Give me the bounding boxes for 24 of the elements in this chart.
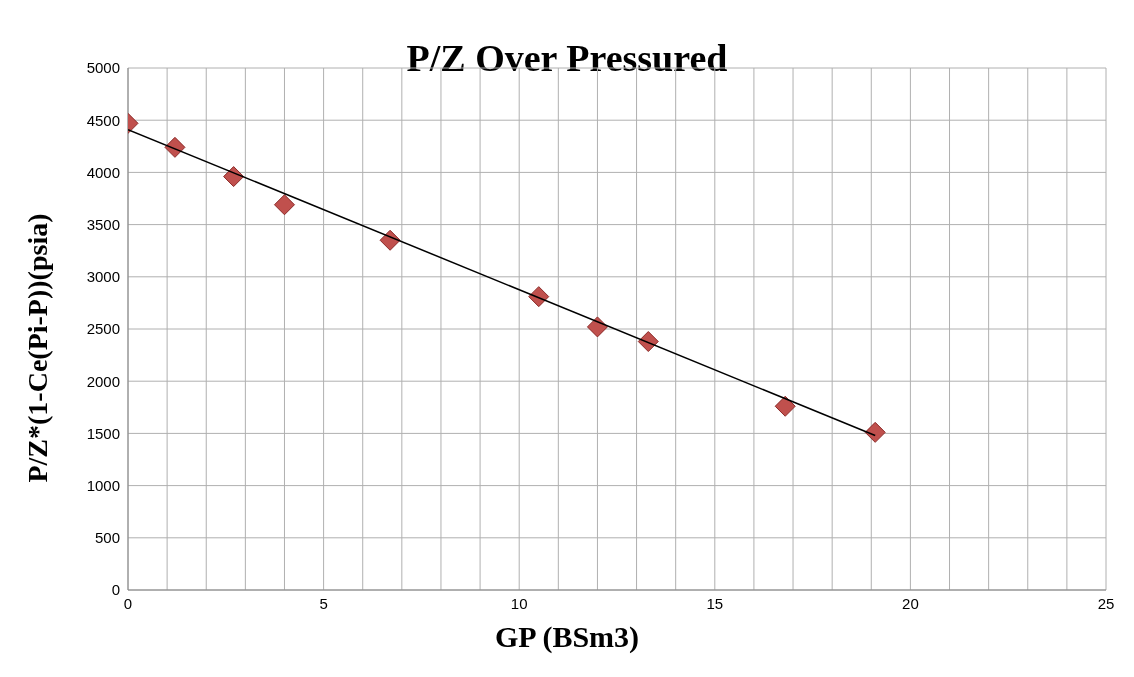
chart-title: P/Z Over Pressured	[406, 37, 728, 79]
y-tick-label: 0	[111, 581, 120, 599]
point	[774, 395, 796, 417]
point	[864, 421, 886, 443]
point	[586, 316, 608, 338]
y-tick-label: 5000	[86, 59, 120, 77]
y-axis-title: P/Z*(1-Ce(Pi-P))(psia)	[22, 213, 54, 483]
y-tick-label: 3500	[86, 215, 120, 233]
x-axis-title: GP (BSm3)	[493, 620, 641, 654]
y-tick-label: 500	[94, 529, 120, 547]
x-tick-label: 0	[123, 594, 133, 612]
y-tick-label: 4500	[86, 111, 120, 129]
y-tick-label: 2000	[86, 372, 120, 390]
y-tick-label: 1500	[86, 424, 120, 442]
y-tick-label: 4000	[86, 163, 120, 181]
x-tick-label: 15	[706, 594, 724, 612]
x-tick-label: 25	[1097, 594, 1115, 612]
x-tick-label: 20	[902, 594, 919, 612]
x-tick-label: 5	[319, 594, 328, 612]
y-tick-label: 1000	[86, 476, 120, 494]
x-tick-label: 10	[510, 594, 528, 612]
y-tick-label: 2500	[86, 320, 120, 338]
y-tick-label: 3000	[86, 268, 120, 286]
point	[273, 194, 295, 216]
